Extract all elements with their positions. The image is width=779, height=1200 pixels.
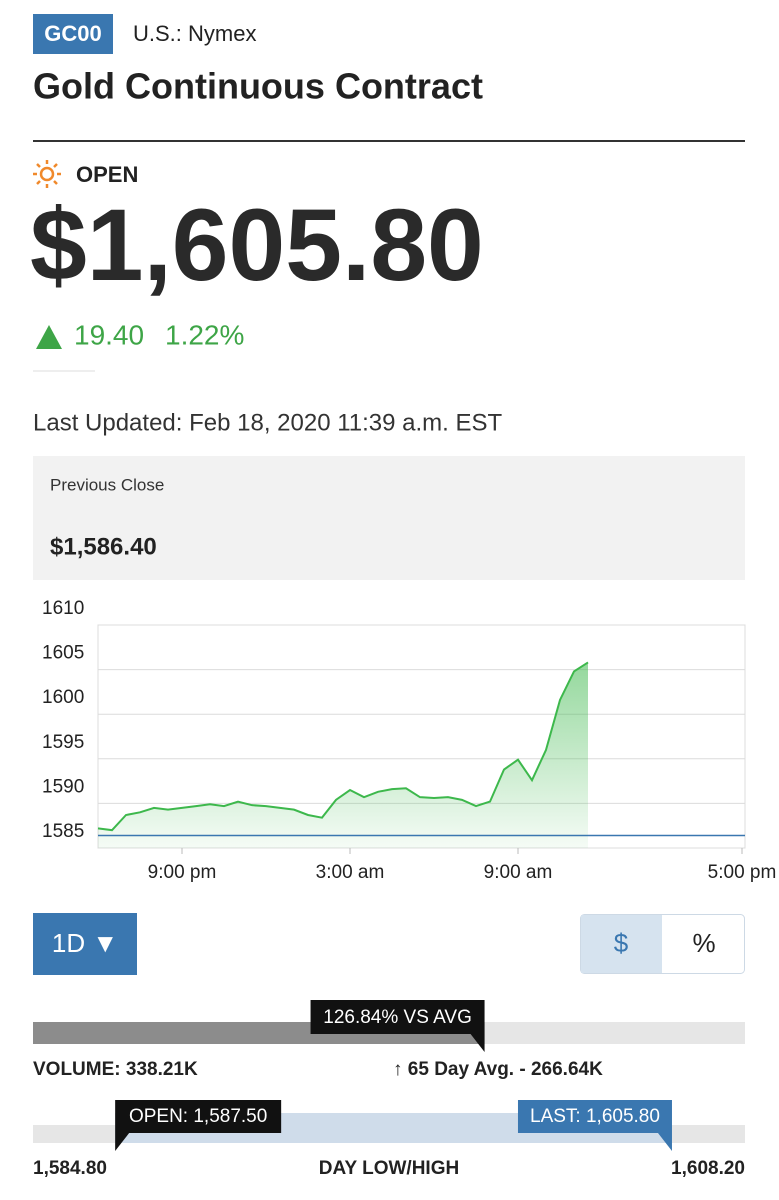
market-status: OPEN [76, 162, 138, 187]
average-volume-label: ↑ 65 Day Avg. - 266.64K [393, 1059, 603, 1080]
symbol-badge [33, 14, 113, 54]
vs-avg-box [310, 1000, 485, 1034]
vs-avg-pointer [470, 1034, 485, 1052]
sun-icon [33, 160, 61, 188]
x-tick-label: 3:00 am [316, 862, 385, 883]
open-box [115, 1100, 282, 1133]
y-tick-label: 1605 [42, 643, 84, 664]
volume-label: VOLUME: 338.21K [33, 1059, 198, 1080]
previous-close-box [33, 456, 745, 580]
last-box [517, 1100, 672, 1133]
open-pointer [115, 1133, 130, 1151]
range-button[interactable] [33, 913, 137, 975]
title: Gold Continuous Contract [33, 66, 483, 107]
up-arrow [36, 325, 62, 349]
price-line [97, 661, 589, 832]
day-low: 1,584.80 [33, 1158, 107, 1179]
y-tick-label: 1610 [42, 598, 84, 619]
change-percent: 1.22% [165, 319, 244, 350]
price: $1,605.80 [30, 188, 484, 302]
previous-close-label: Previous Close [50, 475, 164, 494]
range-button-label: 1D ▼ [52, 928, 118, 958]
exchange: U.S.: Nymex [133, 21, 256, 46]
day-high: 1,608.20 [671, 1158, 745, 1179]
open-label: OPEN: 1,587.50 [129, 1106, 267, 1127]
change: 19.40 [74, 319, 144, 350]
symbol: GC00 [44, 21, 101, 46]
price-area [98, 662, 588, 848]
vs-avg-label: 126.84% VS AVG [323, 1007, 472, 1028]
percent-toggle-label: % [692, 928, 715, 958]
last-updated: Last Updated: Feb 18, 2020 11:39 a.m. ES… [33, 409, 503, 436]
y-tick-label: 1600 [42, 687, 84, 708]
y-tick-label: 1595 [42, 732, 84, 753]
x-tick-label: 9:00 am [484, 862, 553, 883]
currency-toggle[interactable] [581, 915, 662, 973]
day-range-caption: DAY LOW/HIGH [319, 1158, 459, 1179]
last-label: LAST: 1,605.80 [530, 1106, 660, 1127]
x-tick-label: 5:00 pm [708, 862, 777, 883]
last-pointer [657, 1133, 672, 1151]
previous-close-value: $1,586.40 [50, 533, 157, 560]
y-tick-label: 1590 [42, 776, 84, 797]
currency-toggle-label: $ [614, 928, 629, 958]
y-tick-label: 1585 [42, 821, 84, 842]
x-tick-label: 9:00 pm [148, 862, 217, 883]
